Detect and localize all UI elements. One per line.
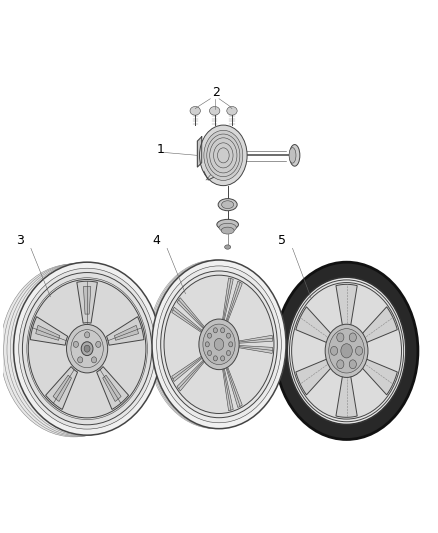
Ellipse shape: [67, 325, 108, 373]
Ellipse shape: [337, 333, 344, 342]
Ellipse shape: [287, 277, 406, 424]
Polygon shape: [222, 365, 233, 411]
Ellipse shape: [337, 360, 344, 369]
Ellipse shape: [227, 107, 237, 115]
Ellipse shape: [0, 264, 148, 437]
Ellipse shape: [205, 342, 209, 347]
Ellipse shape: [10, 263, 157, 435]
Ellipse shape: [78, 357, 83, 363]
Polygon shape: [361, 359, 397, 395]
Ellipse shape: [190, 107, 201, 115]
Ellipse shape: [200, 125, 247, 185]
Ellipse shape: [222, 201, 234, 208]
Ellipse shape: [151, 260, 285, 429]
Ellipse shape: [229, 342, 233, 347]
Text: 1: 1: [156, 143, 164, 156]
Ellipse shape: [217, 220, 238, 230]
Text: 4: 4: [152, 234, 160, 247]
Ellipse shape: [213, 356, 217, 361]
Ellipse shape: [221, 328, 225, 333]
Ellipse shape: [161, 271, 277, 418]
Polygon shape: [225, 364, 242, 408]
Ellipse shape: [209, 107, 220, 115]
Ellipse shape: [84, 345, 90, 352]
Ellipse shape: [96, 341, 101, 348]
Ellipse shape: [356, 346, 363, 356]
Ellipse shape: [214, 338, 224, 350]
Ellipse shape: [208, 333, 212, 338]
Ellipse shape: [203, 324, 235, 365]
Ellipse shape: [275, 262, 418, 440]
Text: 3: 3: [16, 234, 24, 247]
Polygon shape: [53, 375, 71, 401]
Ellipse shape: [164, 275, 274, 414]
Ellipse shape: [27, 278, 148, 419]
Ellipse shape: [341, 344, 352, 358]
Ellipse shape: [325, 324, 368, 377]
Ellipse shape: [329, 329, 364, 373]
Polygon shape: [296, 359, 332, 395]
Ellipse shape: [221, 356, 225, 361]
Ellipse shape: [226, 333, 230, 338]
Ellipse shape: [92, 357, 97, 363]
Polygon shape: [106, 317, 144, 345]
Text: 2: 2: [212, 86, 220, 99]
Ellipse shape: [219, 223, 236, 232]
Ellipse shape: [149, 260, 283, 429]
Ellipse shape: [157, 266, 281, 423]
Polygon shape: [36, 325, 60, 340]
Polygon shape: [83, 286, 91, 314]
Polygon shape: [225, 281, 242, 325]
Ellipse shape: [81, 342, 93, 356]
Polygon shape: [198, 137, 202, 167]
Polygon shape: [177, 358, 207, 391]
Ellipse shape: [218, 199, 237, 211]
Ellipse shape: [221, 227, 234, 234]
Polygon shape: [336, 284, 357, 327]
Polygon shape: [361, 307, 397, 343]
Ellipse shape: [290, 144, 300, 166]
Ellipse shape: [349, 333, 357, 342]
Polygon shape: [336, 375, 357, 417]
Ellipse shape: [225, 245, 231, 249]
Ellipse shape: [73, 341, 78, 348]
Ellipse shape: [208, 351, 212, 356]
Ellipse shape: [199, 319, 239, 370]
Ellipse shape: [289, 148, 296, 163]
Polygon shape: [114, 325, 138, 340]
Polygon shape: [102, 375, 121, 401]
Ellipse shape: [152, 260, 286, 429]
Ellipse shape: [22, 272, 152, 425]
Polygon shape: [172, 307, 205, 334]
Ellipse shape: [290, 280, 404, 422]
Ellipse shape: [226, 351, 230, 356]
Ellipse shape: [292, 282, 402, 419]
Ellipse shape: [204, 130, 243, 181]
Polygon shape: [97, 367, 129, 409]
Polygon shape: [296, 307, 332, 343]
Text: 5: 5: [278, 234, 286, 247]
Ellipse shape: [349, 360, 357, 369]
Ellipse shape: [28, 279, 146, 418]
Ellipse shape: [331, 346, 338, 356]
Ellipse shape: [148, 260, 282, 429]
Ellipse shape: [7, 263, 154, 436]
Ellipse shape: [213, 328, 217, 333]
Ellipse shape: [85, 332, 90, 338]
Ellipse shape: [14, 262, 161, 435]
Polygon shape: [236, 335, 272, 343]
Ellipse shape: [4, 263, 151, 437]
Polygon shape: [172, 354, 205, 382]
Polygon shape: [222, 278, 233, 324]
Polygon shape: [236, 345, 272, 353]
Polygon shape: [177, 298, 207, 331]
Ellipse shape: [19, 268, 155, 429]
Polygon shape: [77, 281, 97, 323]
Polygon shape: [46, 367, 78, 409]
Polygon shape: [30, 317, 68, 345]
